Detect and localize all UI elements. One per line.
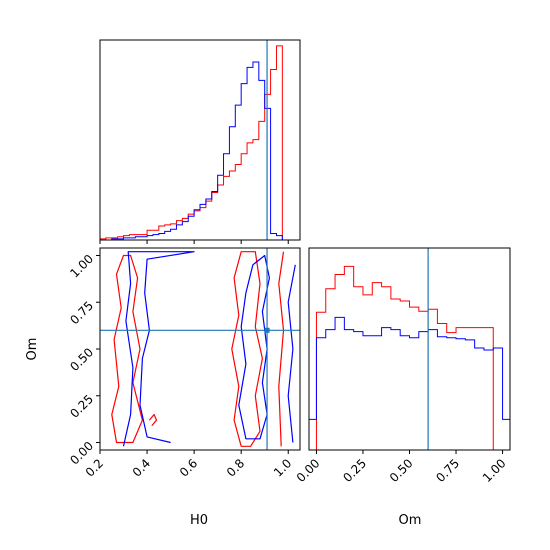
joint-contours [111, 251, 296, 447]
h0-marginal-panel [99, 39, 301, 244]
om-tick-label-1: 0.25 [340, 456, 369, 485]
contour-series-1-0 [122, 251, 195, 447]
contour-series-0-2 [278, 251, 285, 447]
om-marginal-panel: 0.00 0.25 0.50 0.75 1.00 Om [294, 247, 511, 528]
om-histograms [308, 265, 511, 451]
joint-x-ticks: 0.2 0.4 0.6 0.8 1.0 [83, 450, 294, 480]
om-marginal-ticks: 0.00 0.25 0.50 0.75 1.00 [294, 450, 509, 485]
contour-series-0-0 [111, 254, 143, 444]
h0-histograms [99, 45, 300, 241]
x-axis-title-om: Om [399, 513, 422, 528]
contour-series-1-1 [238, 254, 270, 440]
om-hist-series-0 [309, 265, 510, 451]
joint-y-tick-label-4: 1.00 [67, 252, 96, 281]
om-hist-series-1 [308, 316, 511, 450]
joint-y-ticks: 0.000.250.500.751.00 [67, 252, 100, 468]
om-tick-label-2: 0.50 [387, 456, 416, 485]
x-axis-title-h0: H0 [190, 513, 208, 528]
h0-marginal-frame [99, 39, 301, 241]
joint-y-tick-label-1: 0.25 [67, 392, 96, 421]
contour-series-0-1 [231, 251, 263, 447]
contour-series-0-3 [148, 413, 158, 427]
h0-marginal-ticks [99, 240, 289, 244]
joint-x-tick-label-4: 1.0 [271, 456, 294, 479]
joint-y-tick-label-2: 0.50 [67, 345, 96, 374]
joint-truth-marker [264, 327, 270, 333]
om-tick-label-4: 1.00 [480, 456, 509, 485]
h0-hist-series-1 [100, 61, 300, 241]
y-axis-title-om: Om [25, 338, 40, 361]
joint-x-tick-label-3: 0.8 [224, 456, 247, 479]
om-tick-label-0: 0.00 [294, 456, 323, 485]
om-marginal-frame [308, 247, 511, 451]
joint-y-tick-label-3: 0.75 [67, 298, 96, 327]
joint-panel: 0.2 0.4 0.6 0.8 1.0 0.000.250.500.751.00 H0 … [25, 247, 301, 528]
om-tick-label-3: 0.75 [433, 456, 462, 485]
contour-series-1-2 [287, 264, 296, 443]
joint-x-tick-label-1: 0.4 [130, 456, 153, 479]
joint-x-tick-label-0: 0.2 [83, 456, 106, 479]
h0-hist-series-0 [99, 45, 300, 241]
joint-x-tick-label-2: 0.6 [177, 456, 200, 479]
